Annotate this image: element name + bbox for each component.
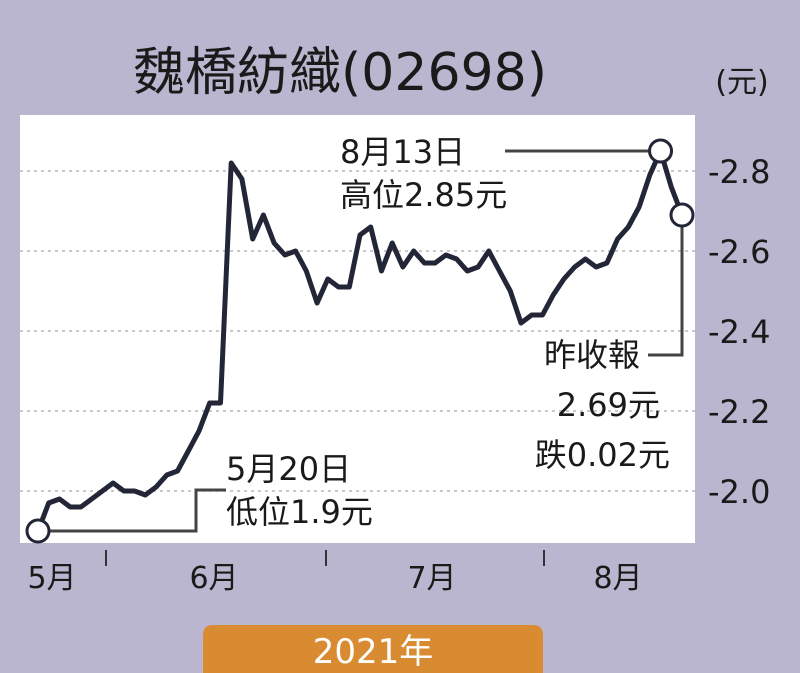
low-leader-line [49,488,226,533]
chart-title: 魏橋紡織(02698) [133,43,547,103]
close-marker [669,202,695,228]
x-axis: 5月 6月 7月 8月 [27,550,643,596]
year-label: 2021年 [313,632,434,672]
close-change-label: 跌0.02元 [535,436,670,474]
x-month-label: 7月 [407,561,456,596]
close-leader-line [648,226,684,357]
high-date-label: 8月13日 [340,133,465,171]
price-line [35,148,685,534]
low-date-label: 5月20日 [226,450,351,488]
y-tick-label: -2.6 [708,233,770,271]
high-marker [648,138,674,164]
year-tab [203,625,543,673]
high-value-label: 高位2.85元 [340,176,507,214]
close-title-label: 昨收報 [544,336,640,374]
y-tick-label: -2.8 [708,153,770,191]
y-tick-label: -2.4 [708,313,770,351]
y-tick-labels: -2.8 -2.6 -2.4 -2.2 -2.0 [708,153,770,511]
x-month-label: 6月 [189,561,238,596]
x-month-label: 8月 [593,561,642,596]
y-tick-label: -2.0 [708,473,770,511]
close-value-label: 2.69元 [557,386,660,424]
unit-label: (元) [715,65,768,100]
low-marker [25,518,51,544]
plot-area [20,115,695,543]
low-value-label: 低位1.9元 [226,493,373,531]
x-month-label: 5月 [27,561,76,596]
y-tick-label: -2.2 [708,393,770,431]
